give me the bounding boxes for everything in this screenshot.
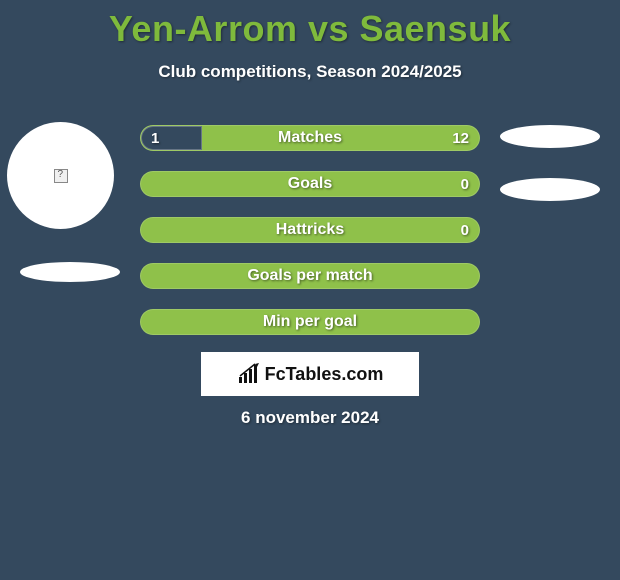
bar-goals-label: Goals (141, 172, 479, 196)
bar-goals-per-match: Goals per match (140, 263, 480, 289)
player-avatar-left (7, 122, 114, 229)
avatar-shadow-left (20, 262, 120, 282)
bar-min-per-goal: Min per goal (140, 309, 480, 335)
avatar-shadow-right-1 (500, 125, 600, 148)
bar-hattricks: Hattricks 0 (140, 217, 480, 243)
avatar-shadow-right-2 (500, 178, 600, 201)
date-label: 6 november 2024 (0, 408, 620, 428)
missing-image-icon (54, 169, 68, 183)
comparison-bars: 1 Matches 12 Goals 0 Hattricks 0 Goals p… (140, 125, 480, 355)
page-subtitle: Club competitions, Season 2024/2025 (0, 62, 620, 82)
bar-hattricks-right-value: 0 (461, 218, 469, 242)
page-title: Yen-Arrom vs Saensuk (0, 0, 620, 50)
bar-goals-right-value: 0 (461, 172, 469, 196)
chart-icon (237, 363, 261, 385)
brand-text: FcTables.com (265, 364, 384, 385)
bar-hattricks-label: Hattricks (141, 218, 479, 242)
bar-goals-per-match-label: Goals per match (141, 264, 479, 288)
brand-badge[interactable]: FcTables.com (201, 352, 419, 396)
bar-matches-label: Matches (141, 126, 479, 150)
bar-matches-right-value: 12 (452, 126, 469, 150)
bar-matches: 1 Matches 12 (140, 125, 480, 151)
bar-goals: Goals 0 (140, 171, 480, 197)
bar-min-per-goal-label: Min per goal (141, 310, 479, 334)
